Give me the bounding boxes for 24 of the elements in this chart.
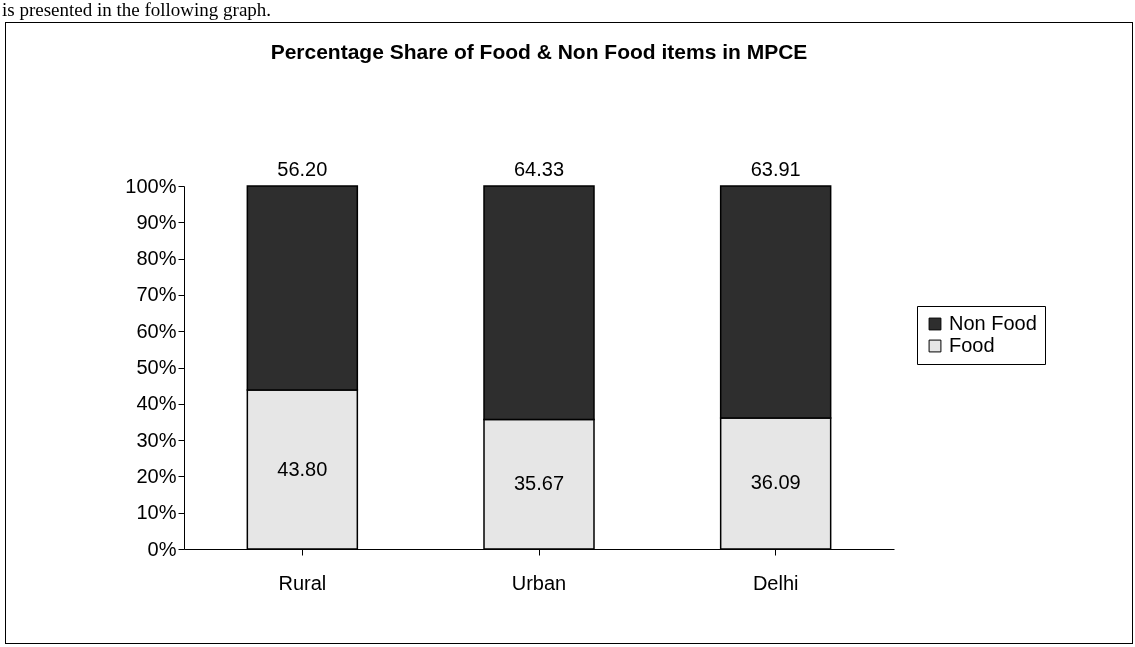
chart-title: Percentage Share of Food & Non Food items in MPCE [270,40,808,63]
data-label: 64.33 [513,158,565,180]
x-tick-label: Rural [278,571,327,594]
y-tick-label: 30% [136,428,177,451]
legend-label: Non Food [949,312,1037,334]
y-tick-label: 10% [136,501,177,524]
y-tick-label: 60% [136,319,177,342]
data-label: 36.09 [750,471,801,494]
data-label: 35.67 [513,472,565,495]
data-label: 43.80 [277,457,328,480]
y-tick-label: 90% [136,210,177,233]
x-tick-label: Delhi [752,571,799,594]
y-tick-label: 70% [136,283,177,306]
y-tick-label: 40% [136,392,177,415]
y-tick-label: 20% [136,464,177,487]
y-tick-label: 100% [125,174,177,197]
y-tick-label: 50% [136,356,177,378]
data-label: 63.91 [750,158,801,180]
y-tick-label: 80% [136,247,177,270]
x-tick-label: Urban [511,571,567,594]
legend-label: Food [949,334,995,356]
text: is presented in the following graph. [2,0,272,20]
y-tick-label: 0% [147,537,177,560]
data-label: 56.20 [277,158,328,180]
